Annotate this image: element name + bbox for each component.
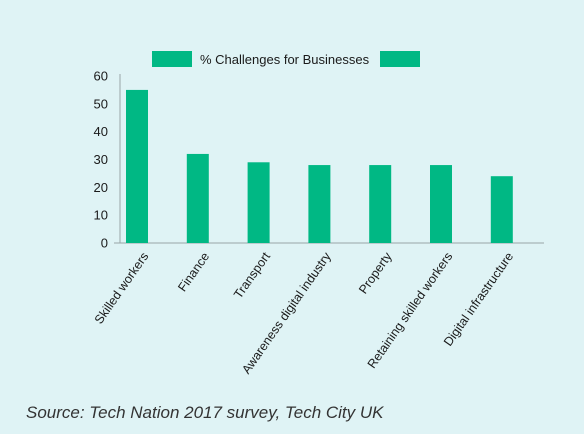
y-tick-label: 60 (94, 69, 108, 84)
bar (490, 176, 513, 243)
bar (186, 153, 209, 243)
y-tick-label: 0 (101, 236, 108, 251)
y-tick-label: 30 (94, 152, 108, 167)
y-tick-label: 10 (94, 208, 108, 223)
x-tick-label: Property (356, 249, 395, 296)
bar (430, 165, 452, 243)
legend-swatch-left (152, 51, 192, 67)
bar (308, 165, 331, 243)
x-tick-label: Finance (175, 250, 212, 294)
y-tick-label: 20 (94, 180, 108, 195)
x-tick-label: Skilled workers (92, 250, 152, 327)
bar (247, 162, 270, 243)
source-note: Source: Tech Nation 2017 survey, Tech Ci… (26, 403, 384, 422)
y-tick-label: 50 (94, 96, 108, 111)
x-tick-label: Transport (231, 249, 273, 301)
legend-swatch-right (380, 51, 420, 67)
y-tick-label: 40 (94, 124, 108, 139)
x-tick-label: Digital infrastructure (441, 250, 516, 349)
bar (126, 89, 148, 244)
bar (369, 165, 392, 243)
legend-label: % Challenges for Businesses (200, 52, 370, 67)
